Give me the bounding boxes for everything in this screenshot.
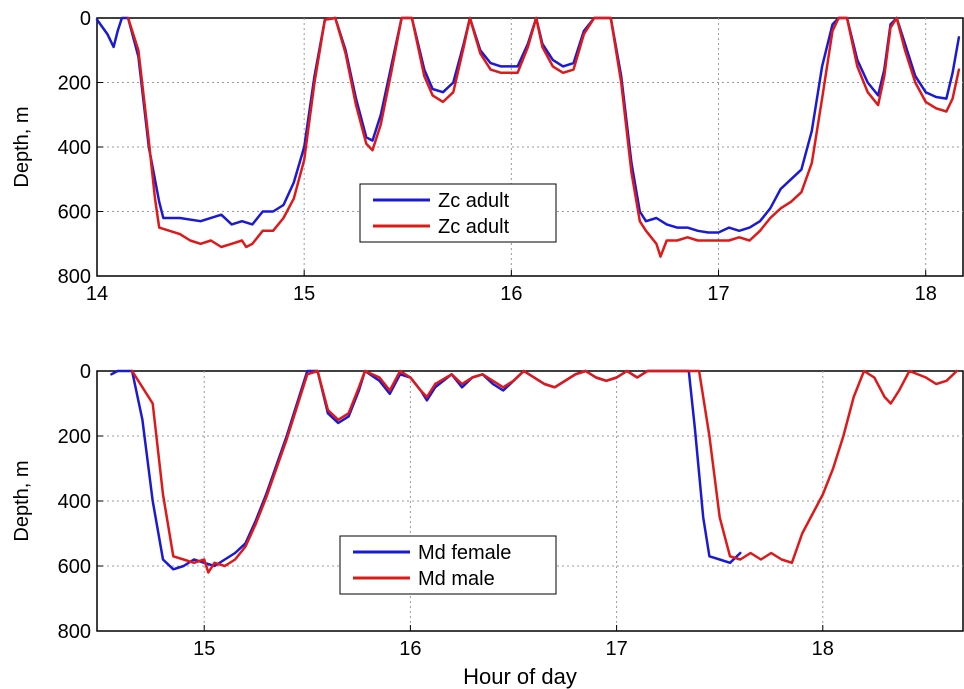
- x-axis-label: Hour of day: [463, 664, 577, 689]
- y-tick-label: 0: [80, 8, 91, 30]
- x-ticks: 14 15 16 17 18: [86, 270, 937, 305]
- legend-entry-zc-adult-red: Zc adult: [438, 216, 510, 238]
- x-tick-label: 16: [399, 638, 421, 660]
- x-tick-label: 17: [605, 638, 627, 660]
- x-tick-label: 18: [915, 283, 937, 305]
- y-ticks: 0 200 400 600 800: [58, 8, 103, 288]
- y-tick-label: 600: [58, 202, 91, 224]
- legend-entry-md-female: Md female: [418, 542, 511, 564]
- legend: Md female Md male: [339, 535, 557, 595]
- x-tick-label: 15: [193, 638, 215, 660]
- y-tick-label: 400: [58, 491, 91, 513]
- data-series: [110, 369, 959, 574]
- data-series: [95, 16, 961, 258]
- legend-box: [359, 183, 557, 243]
- x-tick-label: 17: [707, 283, 729, 305]
- bottom-depth-chart: 15 16 17 18 0 200 400 600 800 Depth, m Hour of …: [11, 361, 964, 689]
- series-line-md-male-2: [130, 369, 959, 574]
- y-tick-label: 400: [58, 137, 91, 159]
- x-tick-label: 18: [812, 638, 834, 660]
- legend: Zc adult Zc adult: [359, 183, 557, 243]
- x-ticks: 15 16 17 18: [193, 625, 834, 660]
- y-tick-label: 200: [58, 426, 91, 448]
- top-depth-chart: 14 15 16 17 18 0 200 400 600 800 Depth, m Zc adu…: [11, 8, 964, 305]
- y-axis-label: Depth, m: [11, 460, 33, 541]
- series-line-zc-adult-2: [126, 16, 961, 258]
- y-tick-label: 200: [58, 73, 91, 95]
- y-tick-label: 800: [58, 266, 91, 288]
- legend-entry-zc-adult-blue: Zc adult: [438, 190, 510, 212]
- y-axis-label: Depth, m: [11, 106, 33, 187]
- legend-box: [339, 535, 557, 595]
- x-tick-label: 16: [500, 283, 522, 305]
- y-ticks: 0 200 400 600 800: [58, 361, 103, 643]
- x-tick-label: 15: [293, 283, 315, 305]
- y-tick-label: 0: [80, 361, 91, 383]
- legend-entry-md-male: Md male: [418, 568, 495, 590]
- x-tick-label: 14: [86, 283, 108, 305]
- y-tick-label: 600: [58, 556, 91, 578]
- y-tick-label: 800: [58, 621, 91, 643]
